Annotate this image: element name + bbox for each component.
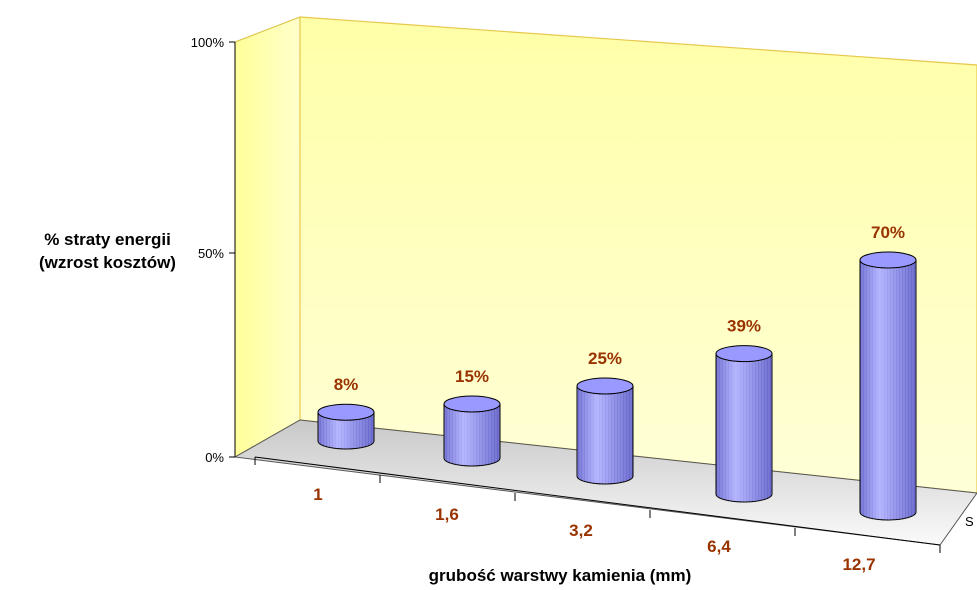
bar-3-texture xyxy=(577,386,633,484)
data-label-4: 39% xyxy=(727,317,761,336)
bar-3: 25% xyxy=(576,349,634,485)
x-category-label-3: 3,2 xyxy=(569,521,593,540)
x-category-label-4: 6,4 xyxy=(707,537,731,556)
bar-5-texture xyxy=(860,260,916,520)
x-axis-line xyxy=(254,456,941,546)
bar-4-texture xyxy=(716,353,772,502)
bar-2-top xyxy=(443,395,501,413)
bar-4-top xyxy=(715,345,773,363)
bar-1-texture xyxy=(318,412,374,449)
bar-1: 8% xyxy=(317,375,375,450)
data-label-2: 15% xyxy=(455,367,489,386)
bar-5: 70% xyxy=(859,223,917,521)
x-category-label-5: 12,7 xyxy=(842,555,875,574)
left-side-wall xyxy=(234,16,301,458)
x-category-label-1: 1 xyxy=(313,485,322,504)
bar-1-top xyxy=(317,403,375,421)
y-axis-title-line-2: (wzrost kosztów) xyxy=(39,253,176,272)
data-label-5: 70% xyxy=(871,223,905,242)
bars-layer: 8% 15% 25% 39% 70% xyxy=(317,223,917,521)
y-axis-title: % straty energii (wzrost kosztów) xyxy=(0,228,215,274)
y-axis-title-line-1: % straty energii xyxy=(44,230,171,249)
x-axis-title: grubość warstwy kamienia (mm) xyxy=(428,566,692,585)
bar-3-top xyxy=(576,377,634,395)
series-depth-label: S xyxy=(965,514,974,529)
bar-2: 15% xyxy=(443,367,501,467)
y-tick-label-50: 50% xyxy=(198,246,224,261)
back-wall xyxy=(299,16,977,494)
y-tick-label-0: 0% xyxy=(205,450,224,465)
bar-2-texture xyxy=(444,404,500,466)
y-tick-label-100: 100% xyxy=(191,35,225,50)
x-category-label-2: 1,6 xyxy=(435,505,459,524)
bar-5-top xyxy=(859,251,917,269)
bar-4: 39% xyxy=(715,317,773,503)
data-label-3: 25% xyxy=(588,349,622,368)
data-label-1: 8% xyxy=(334,375,359,394)
